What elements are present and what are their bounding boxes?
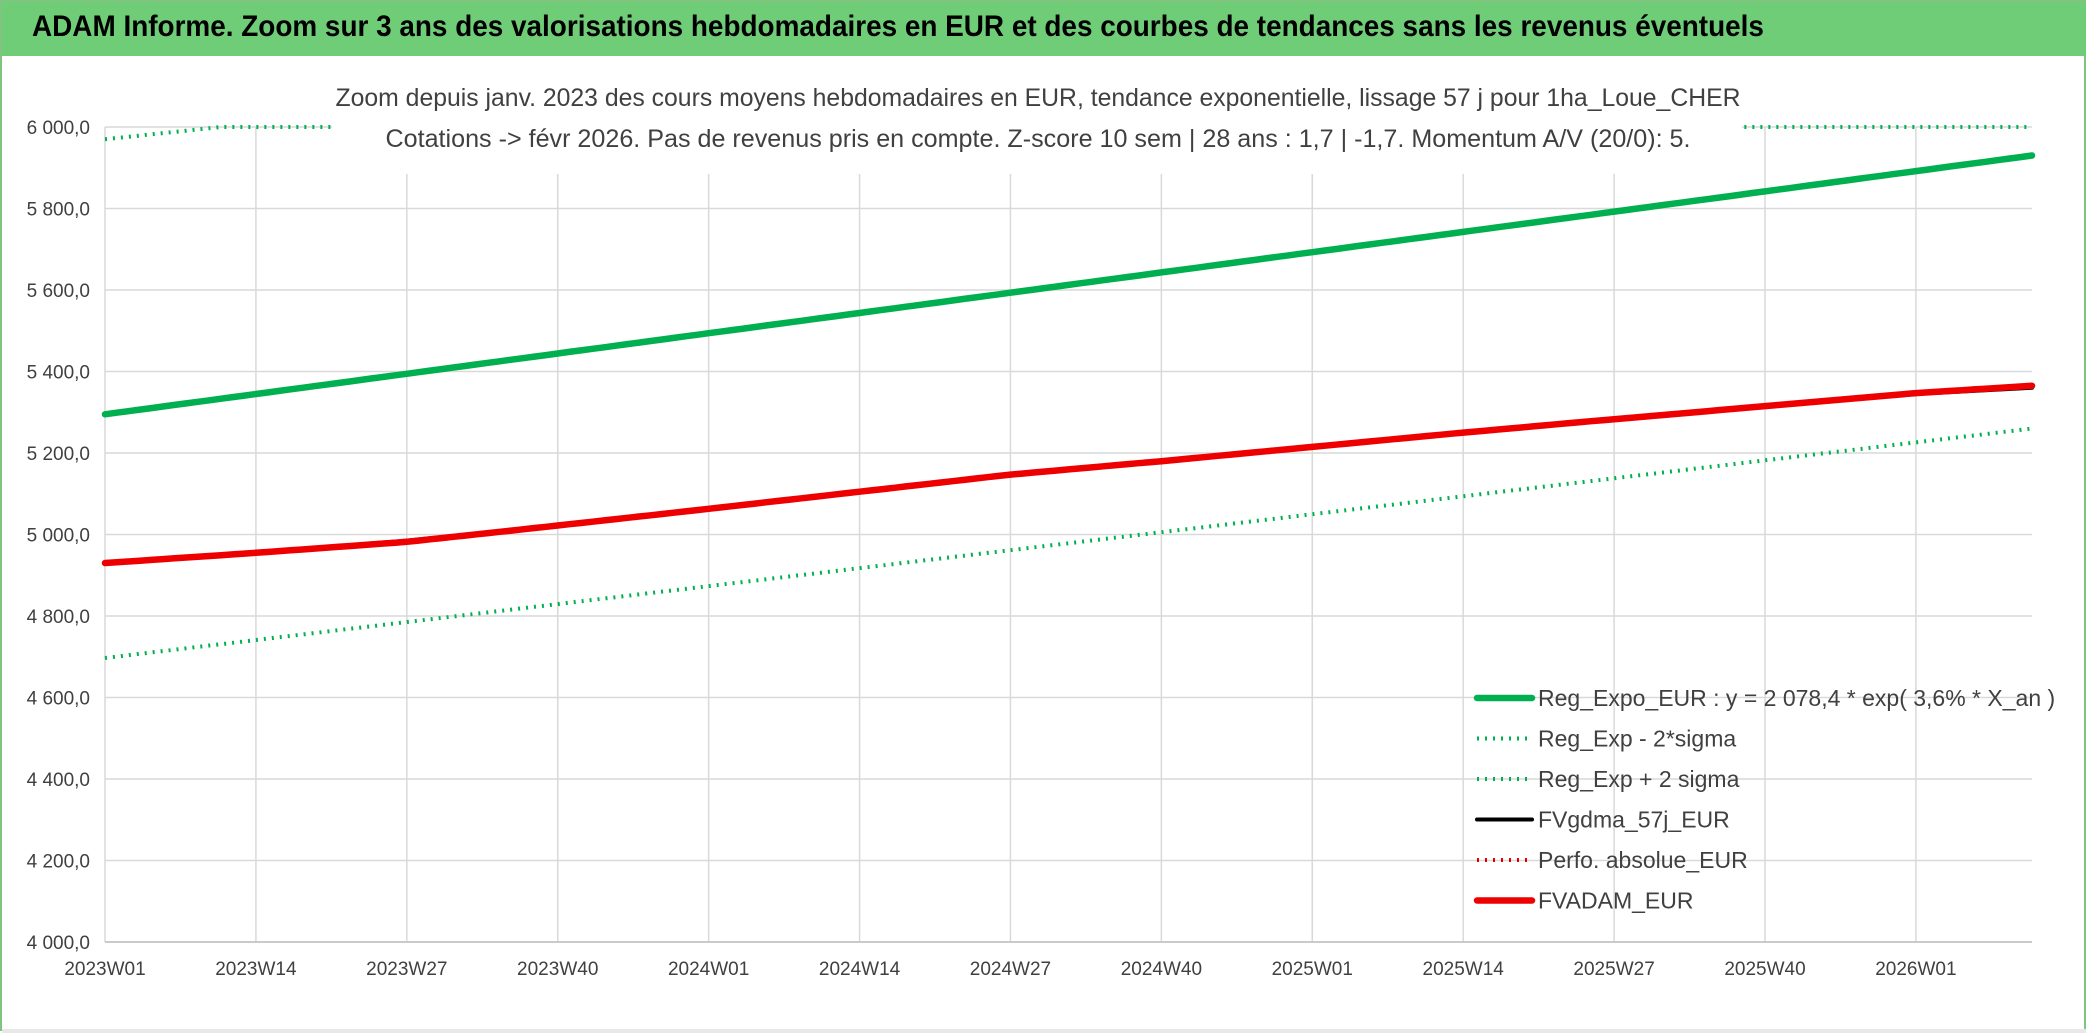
x-tick-label: 2025W27 — [1573, 959, 1654, 980]
chart-title: Zoom depuis janv. 2023 des cours moyens … — [336, 84, 1741, 112]
legend-label: Reg_Expo_EUR : y = 2 078,4 * exp( 3,6% *… — [1538, 685, 2055, 711]
legend-label: Reg_Exp + 2 sigma — [1538, 766, 1740, 792]
x-tick-label: 2024W14 — [819, 959, 901, 980]
series-line — [104, 426, 2033, 660]
x-tick-label: 2026W01 — [1875, 959, 1956, 980]
x-tick-label: 2025W40 — [1724, 959, 1805, 980]
series-line — [101, 152, 2036, 418]
bottom-strip — [2, 1029, 2086, 1033]
series-line — [103, 385, 2034, 565]
legend-label: FVADAM_EUR — [1538, 888, 1694, 914]
y-tick-label: 4 200,0 — [27, 852, 90, 873]
title-bar: ADAM Informe. Zoom sur 3 ans des valoris… — [2, 2, 2086, 56]
x-tick-label: 2024W40 — [1121, 959, 1202, 980]
title-backdrop — [332, 74, 1742, 174]
y-tick-label: 5 800,0 — [27, 200, 90, 221]
chart-subtitle: Cotations -> févr 2026. Pas de revenus p… — [386, 125, 1691, 153]
x-tick-label: 2023W40 — [517, 959, 598, 980]
y-tick-label: 5 400,0 — [27, 363, 90, 384]
x-axis: 2023W01 2023W14 2023W27 2023W40 2024W01 2024W… — [64, 941, 2032, 980]
grid — [104, 126, 2032, 943]
y-tick-label: 5 200,0 — [27, 444, 90, 465]
y-tick-label: 4 400,0 — [27, 770, 90, 791]
legend-label: Perfo. absolue_EUR — [1538, 847, 1748, 873]
x-tick-label: 2023W14 — [215, 959, 297, 980]
series-line — [101, 382, 2036, 567]
x-tick-label: 2023W27 — [366, 959, 447, 980]
y-axis: 6 000,0 5 800,0 5 600,0 5 400,0 5 200,0 5 000… — [27, 118, 90, 954]
y-tick-label: 4 600,0 — [27, 689, 90, 710]
legend-label: Reg_Exp - 2*sigma — [1538, 726, 1736, 752]
series-layer — [101, 125, 2036, 660]
page-title: ADAM Informe. Zoom sur 3 ans des valoris… — [32, 10, 1764, 43]
x-tick-label: 2024W27 — [970, 959, 1051, 980]
y-tick-label: 5 000,0 — [27, 526, 90, 547]
legend: Reg_Expo_EUR : y = 2 078,4 * exp( 3,6% *… — [1473, 685, 2055, 914]
x-tick-label: 2025W14 — [1423, 959, 1505, 980]
x-tick-label: 2025W01 — [1272, 959, 1353, 980]
y-tick-label: 4 000,0 — [27, 933, 90, 954]
x-tick-label: 2023W01 — [64, 959, 145, 980]
x-tick-label: 2024W01 — [668, 959, 749, 980]
y-tick-label: 5 600,0 — [27, 281, 90, 302]
y-tick-label: 6 000,0 — [27, 118, 90, 139]
y-tick-label: 4 800,0 — [27, 607, 90, 628]
chart: Zoom depuis janv. 2023 des cours moyens … — [27, 74, 2055, 980]
legend-label: FVgdma_57j_EUR — [1538, 807, 1730, 833]
